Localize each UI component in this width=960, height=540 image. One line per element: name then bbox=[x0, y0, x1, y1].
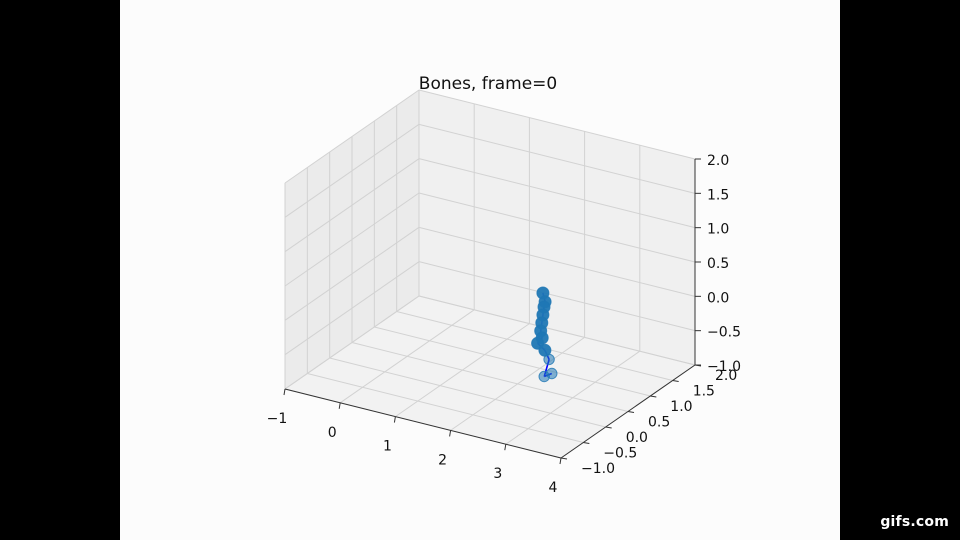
gridline bbox=[284, 226, 420, 321]
gridline bbox=[418, 226, 696, 297]
x-tick-mark bbox=[393, 416, 396, 423]
joint-point bbox=[543, 353, 555, 366]
z-tick-label: −0.5 bbox=[707, 325, 741, 341]
gridline bbox=[307, 373, 584, 443]
gridline bbox=[329, 357, 606, 428]
y-tick-mark bbox=[605, 426, 612, 429]
y-tick-label: 0.0 bbox=[626, 430, 648, 446]
x-tick-label: 2 bbox=[438, 452, 447, 468]
z-tick-label: −1.0 bbox=[707, 359, 741, 375]
gridline bbox=[284, 295, 420, 390]
y-tick-mark bbox=[650, 395, 657, 398]
gridline bbox=[284, 158, 420, 253]
z-tick-label: 1.5 bbox=[707, 187, 729, 203]
gridline bbox=[284, 89, 420, 184]
z-tick-label: 0.5 bbox=[707, 256, 729, 272]
y-tick-label: 2.0 bbox=[715, 368, 737, 384]
x-tick-label: −1 bbox=[267, 411, 288, 427]
figure-canvas: −1 0 1 2 3 4 −1.0 −0.5 0.0 0.5 1.0 1.5 2.0 −1.0 −0.5 0.… bbox=[120, 0, 840, 540]
z-tick-label: 1.0 bbox=[707, 222, 729, 238]
y-tick-mark bbox=[672, 380, 679, 382]
x-tick-label: 4 bbox=[549, 480, 558, 496]
y-tick-label: 0.5 bbox=[648, 415, 670, 431]
x-tick-mark bbox=[338, 402, 341, 409]
joint-point bbox=[546, 367, 558, 380]
x-tick-label: 3 bbox=[493, 466, 502, 482]
x-tick-label: 1 bbox=[383, 439, 392, 455]
y-tick-label: −1.0 bbox=[581, 461, 615, 477]
gridline bbox=[284, 192, 420, 287]
x-axis-line bbox=[284, 388, 562, 459]
gridline bbox=[418, 295, 696, 366]
gridline bbox=[418, 158, 696, 229]
x-tick-label: 0 bbox=[328, 425, 337, 441]
gridline bbox=[418, 123, 696, 194]
x-tick-mark bbox=[449, 430, 452, 437]
x-tick-mark bbox=[559, 457, 562, 465]
watermark-gifs: gifs.com bbox=[880, 514, 949, 530]
gridline bbox=[284, 261, 420, 356]
gridline bbox=[351, 342, 629, 412]
y-tick-label: 1.0 bbox=[670, 399, 692, 415]
gridline bbox=[418, 192, 696, 263]
z-tick-label: 0.0 bbox=[707, 290, 729, 306]
plot-3d: −101234−1.0−0.50.00.51.01.52.0−1.0−0.50.… bbox=[267, 74, 741, 496]
y-tick-label: −0.5 bbox=[603, 446, 637, 462]
gridline bbox=[418, 261, 696, 332]
gridline bbox=[284, 123, 420, 218]
z-tick-label: 2.0 bbox=[707, 153, 729, 169]
gridline bbox=[418, 89, 696, 160]
x-tick-mark bbox=[283, 388, 286, 396]
x-tick-mark bbox=[504, 444, 507, 451]
chart-title: Bones, frame=0 bbox=[419, 74, 557, 94]
gridline bbox=[374, 326, 651, 397]
y-tick-mark bbox=[627, 411, 635, 413]
y-tick-label: 1.5 bbox=[693, 384, 715, 400]
y-tick-mark bbox=[560, 457, 568, 460]
y-tick-mark bbox=[583, 442, 590, 444]
